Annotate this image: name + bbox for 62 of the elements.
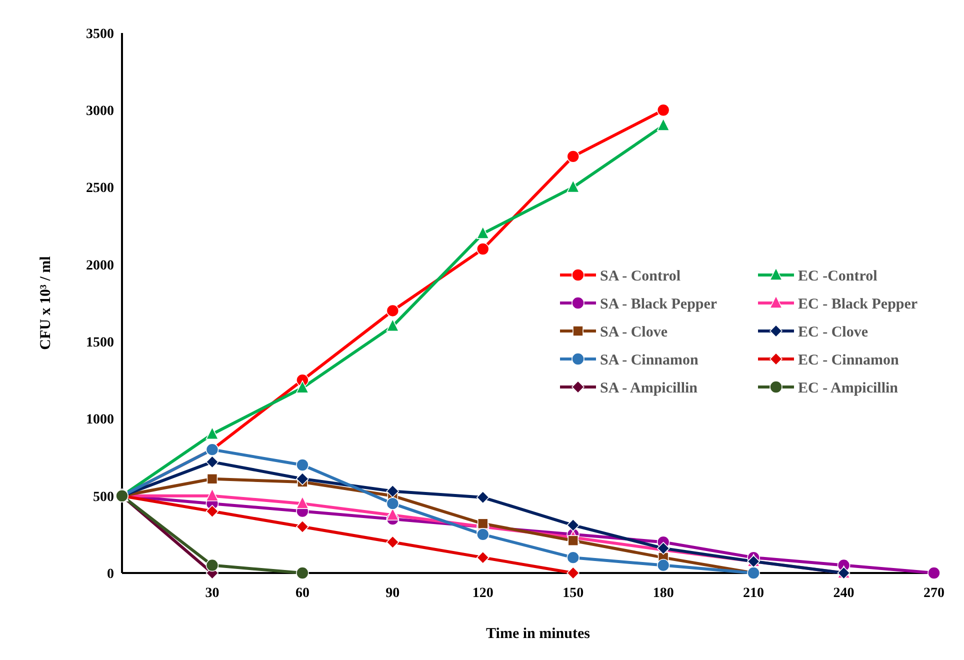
x-tick-label: 240 [833, 586, 854, 601]
y-tick-label: 3000 [86, 104, 114, 120]
point [296, 472, 309, 486]
y-axis-title: CFU x 10³ / ml [38, 256, 54, 350]
point [296, 458, 309, 472]
point [386, 318, 400, 332]
legend-label: SA - Ampicillin [600, 380, 698, 396]
point [656, 104, 670, 117]
legend-label: EC - Ampicillin [798, 380, 899, 396]
x-tick-label: 150 [562, 586, 584, 601]
x-tick-label: 120 [472, 586, 494, 601]
point [386, 304, 400, 318]
point [206, 504, 219, 518]
legend-label: EC - Clove [798, 324, 868, 340]
point [566, 518, 580, 532]
point [386, 497, 400, 510]
x-tick-label: 180 [652, 586, 674, 601]
x-tick-label: 90 [386, 586, 400, 601]
point [477, 518, 488, 530]
point [296, 380, 309, 394]
point [476, 242, 490, 256]
point [206, 558, 219, 572]
point [296, 520, 309, 534]
point [566, 551, 580, 564]
x-tick-label: 210 [743, 586, 764, 601]
point [476, 528, 490, 541]
legend-label: EC - Cinnamon [798, 352, 900, 368]
legend-label: SA - Control [600, 268, 681, 284]
x-tick-label: 270 [924, 586, 944, 601]
legend-label: EC -Control [798, 268, 878, 284]
legend-label: SA - Clove [600, 324, 668, 340]
legend-label: SA - Cinnamon [600, 352, 700, 368]
point [206, 456, 219, 468]
point [476, 226, 490, 239]
point [206, 473, 218, 484]
point [296, 496, 309, 509]
point [476, 551, 490, 564]
legend-label: SA - Black Pepper [600, 296, 718, 312]
point [566, 150, 580, 163]
point [386, 484, 400, 498]
y-tick-label: 2000 [86, 258, 114, 274]
point [568, 535, 579, 546]
point [566, 566, 580, 580]
point [206, 426, 219, 440]
point [476, 491, 490, 504]
x-axis-title: Time in minutes [486, 626, 590, 642]
legend-label: EC - Black Pepper [798, 296, 918, 312]
point [928, 566, 940, 580]
point [296, 566, 309, 580]
point [656, 558, 670, 572]
y-tick-label: 0 [107, 566, 114, 582]
point [386, 536, 400, 549]
y-tick-label: 3500 [86, 26, 114, 42]
x-tick-label: 60 [295, 586, 310, 601]
point [656, 118, 670, 131]
point [206, 488, 219, 502]
y-tick-label: 1500 [86, 335, 114, 350]
x-tick-label: 30 [205, 586, 220, 601]
y-tick-label: 500 [93, 490, 114, 505]
point [566, 180, 580, 193]
y-tick-label: 2500 [86, 181, 114, 196]
y-tick-label: 1000 [86, 412, 114, 428]
